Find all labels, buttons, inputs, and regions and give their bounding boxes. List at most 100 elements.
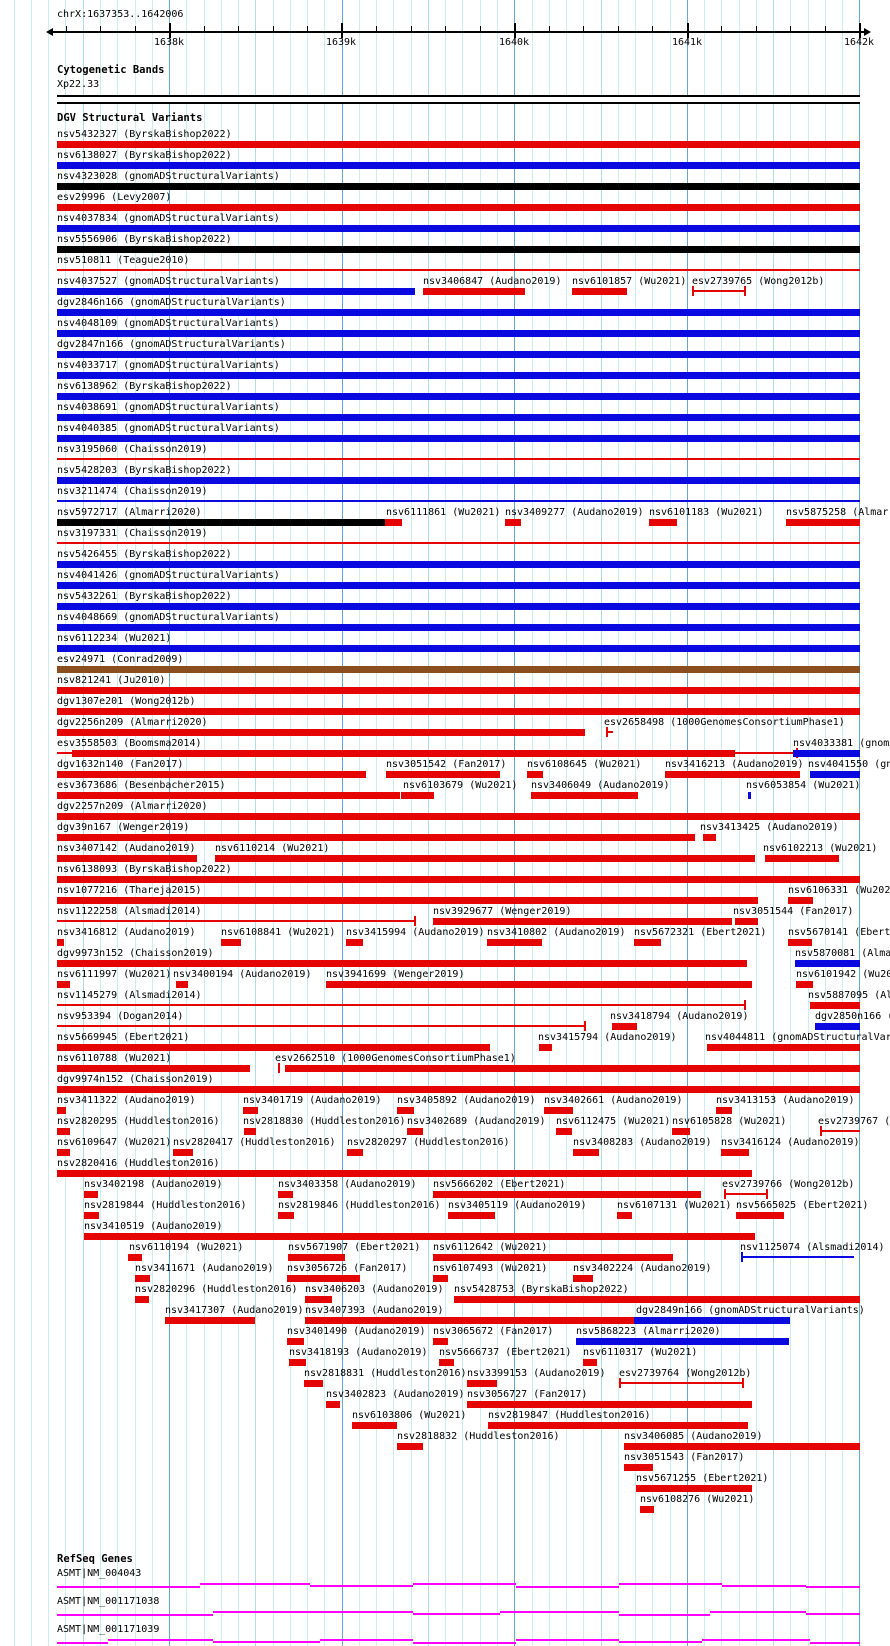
- variant-bar[interactable]: [573, 1149, 599, 1156]
- variant-label[interactable]: nsv3400194 (Audano2019): [173, 969, 312, 980]
- variant-label[interactable]: nsv4044811 (gnomADStructuralVariants): [705, 1032, 890, 1043]
- variant-label[interactable]: nsv3051542 (Fan2017): [386, 759, 507, 770]
- variant-label[interactable]: nsv5671255 (Ebert2021): [636, 1473, 769, 1484]
- variant-label[interactable]: nsv5670141 (Ebert2021): [788, 927, 890, 938]
- variant-label[interactable]: nsv4033381 (gnomADStructuralVariants): [793, 738, 890, 749]
- variant-bar[interactable]: [57, 834, 695, 841]
- variant-bar[interactable]: [57, 729, 585, 736]
- variant-label[interactable]: dgv2849n166 (gnomADStructuralVariants): [636, 1305, 865, 1316]
- gene-model-segment[interactable]: [710, 1611, 806, 1613]
- variant-bar[interactable]: [433, 1275, 448, 1282]
- variant-label[interactable]: nsv5671907 (Ebert2021): [288, 1242, 421, 1253]
- variant-label[interactable]: dgv1632n140 (Fan2017): [57, 759, 184, 770]
- variant-bar[interactable]: [433, 1254, 673, 1261]
- variant-bar[interactable]: [649, 519, 677, 526]
- variant-label[interactable]: nsv510811 (Teague2010): [57, 255, 190, 266]
- variant-label[interactable]: nsv5556906 (ByrskaBishop2022): [57, 234, 232, 245]
- variant-bar[interactable]: [57, 1170, 752, 1177]
- variant-bar[interactable]: [583, 1359, 597, 1366]
- variant-label[interactable]: nsv6107493 (Wu2021): [433, 1263, 548, 1274]
- variant-label[interactable]: nsv2819846 (Huddleston2016): [278, 1200, 441, 1211]
- gene-model-segment[interactable]: [413, 1613, 500, 1615]
- variant-label[interactable]: nsv5870081 (Almarri2020): [795, 948, 890, 959]
- variant-bar[interactable]: [448, 1212, 495, 1219]
- variant-bar[interactable]: [57, 477, 860, 484]
- variant-label[interactable]: nsv4037527 (gnomADStructuralVariants): [57, 276, 280, 287]
- variant-label[interactable]: nsv6107131 (Wu2021): [617, 1200, 732, 1211]
- variant-bar[interactable]: [57, 561, 860, 568]
- variant-label[interactable]: nsv3211474 (Chaisson2019): [57, 486, 208, 497]
- gene-label[interactable]: ASMT|NM_001171039: [57, 1624, 160, 1635]
- gene-model-segment[interactable]: [413, 1583, 516, 1585]
- gene-model-segment[interactable]: [702, 1639, 810, 1641]
- variant-bar[interactable]: [135, 1296, 149, 1303]
- variant-bar[interactable]: [624, 1443, 860, 1450]
- gene-model-segment[interactable]: [57, 1642, 108, 1644]
- variant-label[interactable]: nsv4048109 (gnomADStructuralVariants): [57, 318, 280, 329]
- variant-label[interactable]: nsv3416213 (Audano2019): [665, 759, 804, 770]
- variant-bar[interactable]: [57, 645, 860, 652]
- variant-bar[interactable]: [735, 918, 758, 925]
- variant-bar[interactable]: [703, 834, 716, 841]
- variant-bar[interactable]: [665, 771, 800, 778]
- variant-bar[interactable]: [57, 920, 415, 922]
- variant-bar[interactable]: [57, 876, 860, 883]
- variant-label[interactable]: nsv3929677 (Wenger2019): [433, 906, 572, 917]
- variant-bar[interactable]: [57, 752, 72, 754]
- variant-label[interactable]: nsv5972717 (Almarri2020): [57, 507, 202, 518]
- variant-label[interactable]: nsv4041550 (gnomADStructuralVariants): [808, 759, 890, 770]
- variant-bar[interactable]: [288, 1254, 345, 1261]
- variant-label[interactable]: nsv3056727 (Fan2017): [467, 1389, 588, 1400]
- variant-label[interactable]: dgv39n167 (Wenger2019): [57, 822, 190, 833]
- variant-label[interactable]: nsv3409277 (Audano2019): [505, 507, 644, 518]
- variant-label[interactable]: nsv6053854 (Wu2021): [746, 780, 861, 791]
- gene-model-segment[interactable]: [57, 1586, 200, 1588]
- variant-bar[interactable]: [287, 1275, 360, 1282]
- variant-label[interactable]: nsv3405119 (Audano2019): [448, 1200, 587, 1211]
- variant-end-tick[interactable]: [766, 1189, 768, 1199]
- variant-bar[interactable]: [57, 269, 860, 271]
- variant-bar[interactable]: [57, 1044, 490, 1051]
- variant-end-tick[interactable]: [744, 1000, 746, 1010]
- variant-label[interactable]: nsv5666202 (Ebert2021): [433, 1179, 566, 1190]
- variant-label[interactable]: nsv6138093 (ByrskaBishop2022): [57, 864, 232, 875]
- variant-bar[interactable]: [820, 1130, 860, 1132]
- variant-bar[interactable]: [624, 1464, 653, 1471]
- variant-bar[interactable]: [386, 771, 500, 778]
- variant-label[interactable]: nsv2819847 (Huddleston2016): [488, 1410, 651, 1421]
- variant-bar[interactable]: [736, 1212, 784, 1219]
- gene-model-segment[interactable]: [722, 1585, 806, 1587]
- variant-bar[interactable]: [634, 939, 661, 946]
- variant-bar[interactable]: [576, 1338, 789, 1345]
- variant-label[interactable]: nsv3408283 (Audano2019): [573, 1137, 712, 1148]
- variant-label[interactable]: nsv5669945 (Ebert2021): [57, 1032, 190, 1043]
- gene-model-segment[interactable]: [516, 1586, 619, 1588]
- variant-label[interactable]: nsv3413425 (Audano2019): [700, 822, 839, 833]
- variant-label[interactable]: nsv3406049 (Audano2019): [531, 780, 670, 791]
- variant-bar[interactable]: [640, 1506, 654, 1513]
- variant-end-tick[interactable]: [278, 1063, 280, 1073]
- variant-bar[interactable]: [636, 1485, 752, 1492]
- variant-bar[interactable]: [788, 939, 812, 946]
- variant-label[interactable]: esv29996 (Levy2007): [57, 192, 172, 203]
- variant-label[interactable]: nsv3418193 (Audano2019): [289, 1347, 428, 1358]
- variant-label[interactable]: esv3558503 (Boomsma2014): [57, 738, 202, 749]
- variant-label[interactable]: dgv2850n166 (gnomADStructuralVariants): [815, 1011, 890, 1022]
- variant-label[interactable]: nsv5432327 (ByrskaBishop2022): [57, 129, 232, 140]
- variant-label[interactable]: nsv6110788 (Wu2021): [57, 1053, 172, 1064]
- variant-bar[interactable]: [786, 519, 860, 526]
- variant-label[interactable]: nsv3051544 (Fan2017): [733, 906, 854, 917]
- variant-bar[interactable]: [407, 1128, 423, 1135]
- variant-bar[interactable]: [305, 1317, 634, 1324]
- variant-bar[interactable]: [57, 813, 860, 820]
- variant-label[interactable]: nsv3418794 (Audano2019): [610, 1011, 749, 1022]
- variant-bar[interactable]: [352, 1422, 397, 1429]
- gene-model-segment[interactable]: [806, 1613, 860, 1615]
- gene-model-segment[interactable]: [108, 1639, 213, 1641]
- variant-label[interactable]: nsv3197331 (Chaisson2019): [57, 528, 208, 539]
- variant-label[interactable]: nsv3406203 (Audano2019): [305, 1284, 444, 1295]
- variant-bar[interactable]: [57, 1107, 66, 1114]
- variant-label[interactable]: nsv3402823 (Audano2019): [326, 1389, 465, 1400]
- variant-bar[interactable]: [397, 1107, 414, 1114]
- variant-label[interactable]: nsv3403358 (Audano2019): [278, 1179, 417, 1190]
